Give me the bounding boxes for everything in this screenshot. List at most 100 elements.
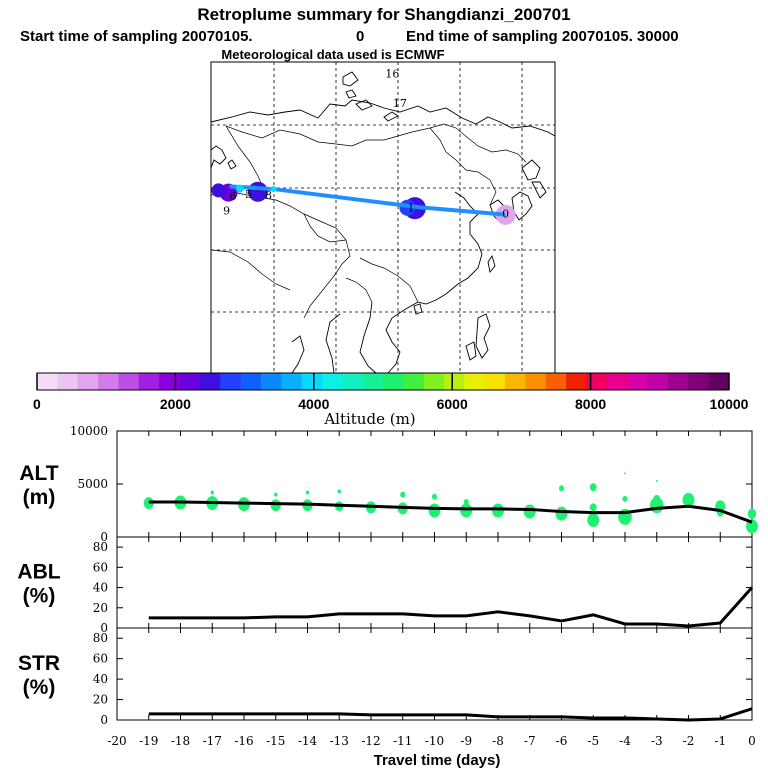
altitude-scatter-point (270, 499, 281, 512)
y-tick-label: 80 (93, 631, 108, 645)
colorbar-swatch (362, 373, 384, 390)
trajectory-map: 0 1 56 8 9 16 17 (210, 61, 556, 374)
y-axis-unit: (%) (23, 585, 56, 608)
panel-str: 0 20 40 60 80 STR(%) (18, 627, 753, 727)
colorbar-swatch (199, 373, 221, 390)
altitude-scatter-point (555, 506, 568, 521)
end-time-label: End time of sampling 20070105. 30000 (406, 28, 679, 45)
x-tick-label: -19 (139, 734, 158, 748)
x-tick-label: -10 (425, 734, 444, 748)
altitude-scatter-point (400, 491, 406, 498)
plume-blob (211, 183, 226, 198)
series-line-abl (148, 586, 754, 628)
altitude-scatter-point (428, 503, 441, 518)
x-tick-label: -6 (556, 734, 568, 748)
colorbar-swatch (403, 373, 425, 390)
altitude-scatter-point (622, 495, 628, 502)
trajectory-point (270, 186, 277, 193)
altitude-scatter-point (624, 472, 626, 475)
colorbar-swatch (708, 373, 730, 390)
colorbar-swatch (138, 373, 160, 390)
start-time-value: 0 (356, 28, 364, 45)
colorbar-swatch (57, 373, 79, 390)
colorbar-swatch (240, 373, 262, 390)
y-tick-label: 10000 (70, 424, 108, 438)
x-tick-label: -18 (171, 734, 190, 748)
altitude-scatter-point (589, 503, 597, 512)
x-tick-label: -1 (714, 734, 726, 748)
x-tick-label: -14 (298, 734, 318, 748)
trajectory-day-label: 5 (245, 188, 252, 201)
colorbar-swatch (667, 373, 689, 390)
colorbar-tick-label: 0 (33, 396, 41, 412)
x-tick-label: -5 (587, 734, 599, 748)
panel-frame (116, 627, 753, 721)
altitude-scatter-point (655, 479, 658, 482)
trajectory-day-label: 17 (393, 97, 407, 110)
x-tick-label: -2 (683, 734, 695, 748)
altitude-scatter-point (460, 503, 473, 518)
altitude-scatter-point (653, 494, 661, 503)
altitude-scatter-point (558, 485, 565, 492)
y-tick-label: 40 (93, 672, 108, 686)
altitude-scatter-point (492, 503, 504, 518)
y-tick-label: 60 (93, 560, 108, 574)
y-tick-label: 0 (100, 621, 108, 635)
altitude-scatter-point (523, 504, 536, 519)
x-tick-label: -4 (619, 734, 631, 748)
colorbar-label: Altitude (m) (323, 410, 415, 428)
y-axis-label: STR (18, 652, 60, 675)
y-axis-unit: (m) (23, 486, 56, 509)
y-tick-label: 0 (100, 713, 108, 727)
y-tick-label: 60 (93, 652, 108, 666)
altitude-scatter-point (274, 492, 278, 497)
x-tick-label: -16 (234, 734, 253, 748)
colorbar-swatch (159, 373, 180, 390)
colorbar-swatch (179, 373, 201, 390)
trajectory-track (229, 184, 506, 217)
altitude-scatter-point (337, 489, 341, 494)
colorbar-tick-label: 2000 (160, 396, 191, 412)
colorbar-swatch (37, 373, 58, 390)
colorbar-tick-label: 8000 (575, 396, 606, 412)
colorbar-swatch (606, 373, 628, 390)
colorbar-swatch (260, 373, 282, 390)
met-data-label: Meteorological data used is ECMWF (221, 47, 444, 62)
x-tick-label: -7 (524, 734, 536, 748)
colorbar-swatch (98, 373, 119, 390)
x-axis-title: Travel time (days) (374, 752, 501, 768)
series-line-str (148, 707, 753, 722)
y-tick-label: 20 (93, 601, 108, 615)
x-tick-label: -15 (266, 734, 285, 748)
colorbar-swatch (321, 373, 343, 390)
trajectory-day-label: 6 (229, 190, 236, 203)
x-tick-label: -8 (492, 734, 504, 748)
x-tick-label: -9 (460, 734, 472, 748)
panel-alt: 0 5000 10000 ALT(m) (19, 424, 758, 544)
trajectory-day-label: 0 (502, 208, 509, 221)
colorbar-tick-label: 6000 (437, 396, 468, 412)
colorbar-swatch (444, 373, 465, 390)
altitude-scatter-point (746, 519, 758, 534)
y-tick-label: 20 (93, 693, 108, 707)
colorbar-swatch (423, 373, 445, 390)
panel-frame (116, 430, 753, 538)
colorbar-swatch (647, 373, 669, 390)
trajectory-day-label: 8 (265, 189, 272, 202)
trajectory-day-label: 16 (385, 67, 399, 80)
altitude-colorbar: 0 2000 4000 6000 8000 10000 (33, 372, 749, 412)
colorbar-swatch (301, 373, 323, 390)
y-tick-label: 80 (93, 540, 108, 554)
trajectory-day-label: 1 (408, 202, 415, 215)
altitude-scatter-point (210, 490, 214, 495)
series-line-alt (148, 500, 753, 524)
colorbar-swatch (281, 373, 303, 390)
figure-title: Retroplume summary for Shangdianzi_20070… (197, 5, 570, 24)
colorbar-swatch (688, 373, 710, 390)
colorbar-swatch (383, 373, 404, 390)
start-time-label: Start time of sampling 20070105. (20, 28, 253, 45)
altitude-scatter-point (747, 508, 757, 519)
trajectory-day-label: 9 (223, 205, 230, 218)
altitude-scatter-point (305, 490, 310, 495)
